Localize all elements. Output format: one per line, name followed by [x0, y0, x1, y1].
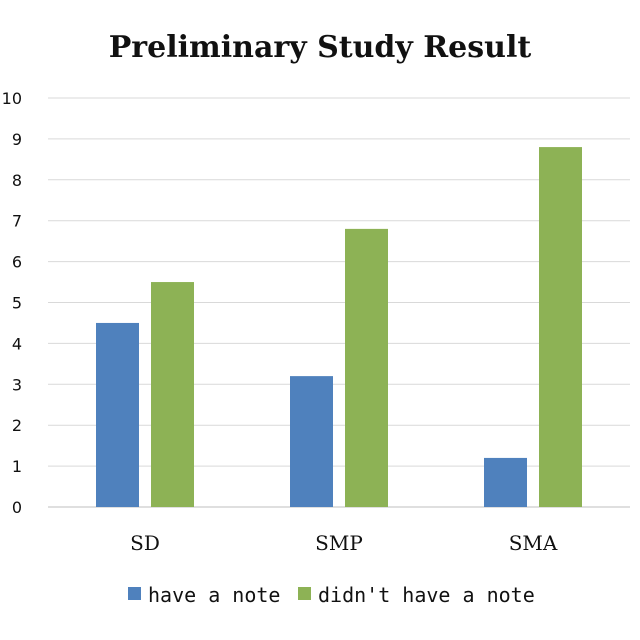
x-axis-ticks: SD SMP SMA	[130, 531, 558, 555]
y-tick-label: 8	[12, 171, 22, 190]
x-tick-label: SMA	[509, 531, 558, 555]
legend-swatch	[128, 587, 141, 600]
legend-swatch	[298, 587, 311, 600]
bar-sma-series-1	[484, 457, 527, 507]
x-tick-label: SMP	[315, 531, 363, 555]
y-tick-label: 7	[12, 212, 22, 231]
x-tick-label: SD	[130, 531, 160, 555]
y-tick-label: 3	[12, 375, 22, 394]
y-tick-label: 1	[12, 457, 22, 476]
bar-smp-series-2	[345, 228, 388, 507]
bars	[96, 147, 582, 507]
y-tick-label: 9	[12, 130, 22, 149]
y-tick-label: 0	[12, 498, 22, 517]
legend-label: didn't have a note	[318, 583, 535, 607]
bar-sma-series-2	[539, 147, 582, 507]
bar-sd-series-1	[96, 322, 139, 507]
legend: have a note didn't have a note	[128, 583, 535, 607]
y-tick-label: 10	[2, 89, 22, 108]
chart-title: Preliminary Study Result	[109, 30, 532, 65]
y-tick-label: 4	[12, 334, 22, 353]
y-axis-ticks: 0 1 2 3 4 5 6 7 8 9 10	[2, 89, 22, 517]
y-tick-label: 6	[12, 253, 22, 272]
y-tick-label: 5	[12, 294, 22, 313]
legend-label: have a note	[148, 583, 280, 607]
y-tick-label: 2	[12, 416, 22, 435]
bar-sd-series-2	[151, 282, 194, 507]
gridlines	[48, 97, 630, 508]
bar-smp-series-1	[290, 376, 333, 507]
